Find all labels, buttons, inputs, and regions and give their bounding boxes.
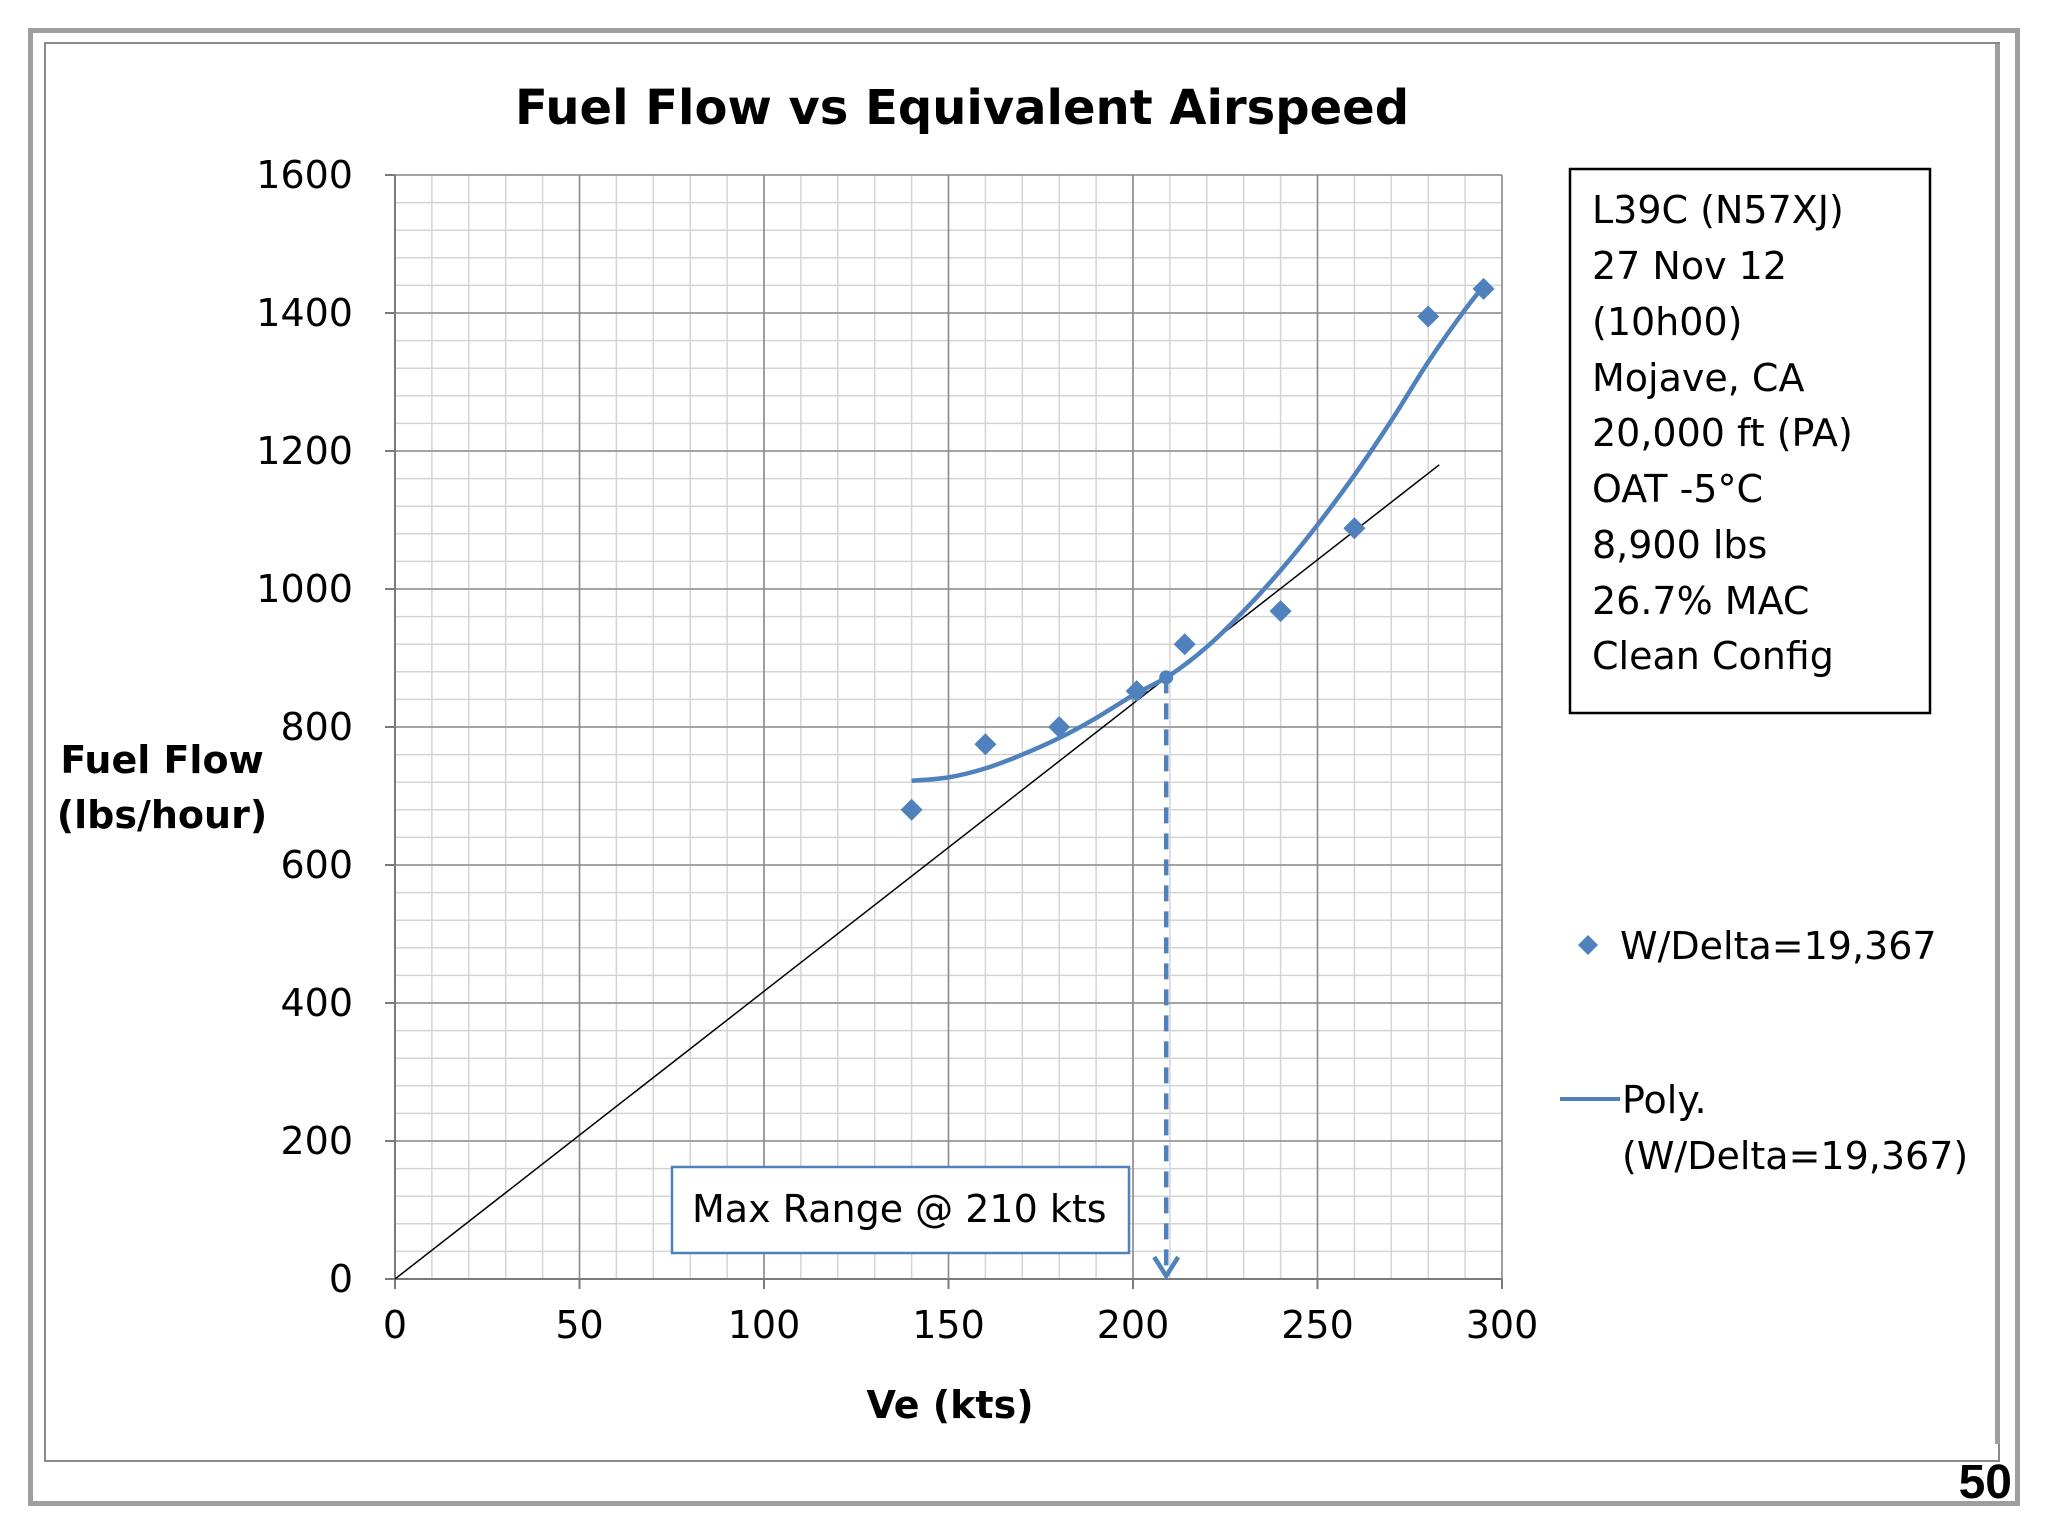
x-tick-label: 150 [912,1303,985,1347]
y-tick-label: 200 [280,1119,353,1163]
poly-trendline [911,280,1489,784]
data-point [1343,517,1366,540]
annotation-text: Max Range @ 210 kts [692,1187,1107,1231]
annotation-box [670,1165,1131,1255]
x-tick-label: 300 [1466,1303,1539,1347]
y-tick-label: 0 [329,1257,353,1301]
max-range-arrow [1152,1255,1181,1281]
data-point [1269,600,1292,623]
y-tick-label: 1000 [256,567,353,611]
info-line: 8,900 lbs [1592,523,1767,567]
info-line: 26.7% MAC [1592,579,1809,623]
legend-diamond-icon [1578,935,1598,955]
data-point [1125,680,1148,703]
y-axis-title-line-2: (lbs/hour) [57,793,267,837]
data-point [1048,716,1071,738]
y-tick-label: 1400 [256,291,353,335]
tangent-line [394,464,1440,1280]
data-point [1472,277,1495,300]
info-line: Clean Config [1592,634,1834,678]
series-layer [394,277,1495,1281]
chart-title: Fuel Flow vs Equivalent Airspeed [515,80,1409,136]
info-line: OAT -5°C [1592,467,1763,511]
y-tick-label: 1200 [256,429,353,473]
page-number: 50 [1958,1456,2012,1509]
info-line: 20,000 ft (PA) [1592,411,1853,455]
frame-right-bar [1995,44,2000,1444]
legend: W/Delta=19,367 Poly. (W/Delta=19,367) [1560,924,1968,1178]
grid-major [394,174,1503,1280]
legend-label-trendline-2: (W/Delta=19,367) [1622,1134,1968,1178]
y-tick-label: 800 [280,705,353,749]
x-tick-label: 100 [728,1303,801,1347]
data-point [900,798,923,821]
info-line: L39C (N57XJ) [1592,188,1844,232]
slide-outer-frame [28,28,2020,1506]
info-line: Mojave, CA [1592,356,1804,400]
data-point [974,733,997,756]
legend-label-trendline-1: Poly. [1622,1078,1707,1122]
y-axis-title-line-1: Fuel Flow [60,738,263,782]
info-box [1568,167,1932,715]
info-line: (10h00) [1592,300,1742,344]
data-point [1417,305,1440,328]
x-tick-label: 200 [1097,1303,1170,1347]
x-tick-label: 50 [555,1303,603,1347]
y-tick-label: 600 [280,843,353,887]
data-point [1173,633,1196,656]
y-tick-label: 1600 [256,153,353,197]
axis-ticks: 0 50 100 150 200 250 300 0 200 400 600 800 1000 1200 1… [256,153,1538,1347]
tangent-point [1159,670,1174,685]
y-tick-label: 400 [280,981,353,1025]
x-tick-label: 0 [383,1303,407,1347]
x-tick-label: 250 [1281,1303,1354,1347]
x-axis-title: Ve (kts) [866,1383,1033,1427]
info-line: 27 Nov 12 [1592,244,1787,288]
legend-label-points: W/Delta=19,367 [1620,924,1937,968]
